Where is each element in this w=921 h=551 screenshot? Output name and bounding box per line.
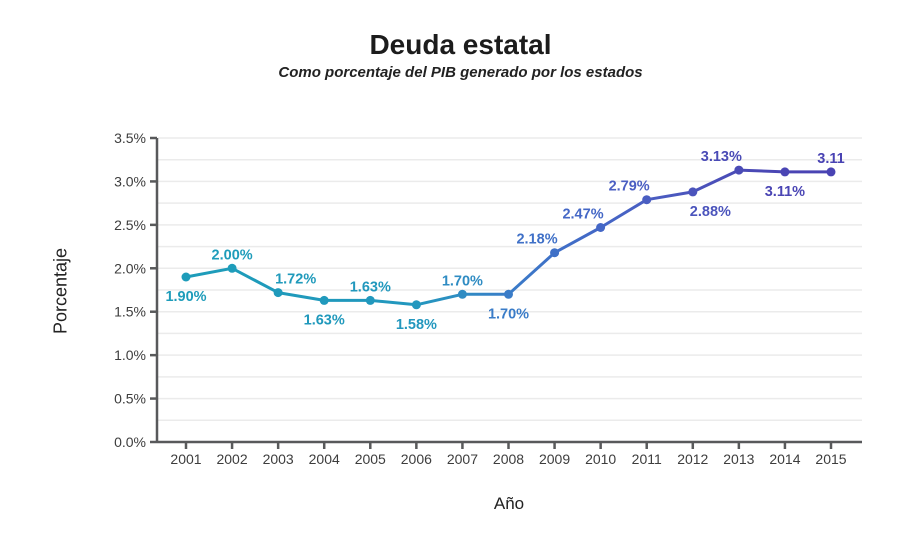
data-point xyxy=(596,223,606,232)
data-point xyxy=(365,295,375,305)
data-point xyxy=(273,288,283,298)
data-points-group xyxy=(181,165,836,310)
x-tick-label: 2006 xyxy=(401,451,432,467)
data-point-label: 3.11 xyxy=(817,151,844,167)
x-tick-label: 2011 xyxy=(632,451,662,467)
data-point-label: 3.13% xyxy=(701,149,742,165)
data-point xyxy=(319,295,329,305)
y-tick-label: 0.5% xyxy=(114,391,146,407)
x-ticks-group: 2001 2002 2003 2004 2005 2006 2007 2008 2009 2010… xyxy=(170,442,847,467)
data-point-label: 1.58% xyxy=(396,317,437,333)
data-point-label: 2.18% xyxy=(516,232,557,248)
chart-title: Deuda estatal xyxy=(369,29,552,60)
x-tick-label: 2010 xyxy=(585,451,616,467)
x-tick-label: 2009 xyxy=(539,451,570,467)
data-labels-group: 1.90% 2.00% 1.72% 1.63% 1.63% 1.58% 1.70% 1.70%… xyxy=(165,149,844,333)
data-point-label: 1.90% xyxy=(165,289,206,305)
data-point xyxy=(181,272,191,282)
x-tick-label: 2001 xyxy=(170,451,201,467)
data-point-label: 2.00% xyxy=(212,247,253,263)
data-point xyxy=(642,195,652,205)
x-axis-title: Año xyxy=(493,494,525,513)
y-axis-title: Porcentaje xyxy=(50,247,71,335)
data-point-label: 1.70% xyxy=(442,273,483,289)
x-tick-label: 2014 xyxy=(769,451,800,467)
data-point xyxy=(550,248,560,258)
data-point-label: 2.79% xyxy=(609,179,650,195)
data-point xyxy=(504,289,513,299)
x-tick-label: 2003 xyxy=(263,451,294,467)
chart-header: Deuda estatal Como porcentaje del PIB ge… xyxy=(0,29,921,81)
chart-subtitle: Como porcentaje del PIB generado por los… xyxy=(278,63,643,81)
x-tick-label: 2015 xyxy=(815,451,846,467)
data-point xyxy=(227,263,237,273)
data-point xyxy=(457,289,467,299)
x-tick-label: 2004 xyxy=(309,451,340,467)
y-tick-label: 2.0% xyxy=(114,260,146,276)
data-point-label: 2.47% xyxy=(562,207,603,223)
data-point-label: 2.88% xyxy=(690,204,731,220)
data-point-label: 1.63% xyxy=(304,312,345,328)
data-point xyxy=(688,187,698,197)
x-tick-label: 2007 xyxy=(447,451,478,467)
y-tick-label: 1.0% xyxy=(114,347,146,363)
x-tick-label: 2002 xyxy=(216,451,247,467)
x-tick-label: 2008 xyxy=(493,451,524,467)
data-point-label: 3.11% xyxy=(765,184,805,200)
data-point-label: 1.63% xyxy=(350,279,391,295)
data-point xyxy=(734,165,744,175)
y-tick-label: 1.5% xyxy=(114,304,146,320)
y-tick-label: 3.0% xyxy=(114,173,146,189)
data-point xyxy=(411,300,421,310)
y-ticks-group: 0.0% 0.5% 1.0% 1.5% 2.0% 2.5% 3.0% 3.5% xyxy=(114,130,157,450)
y-tick-label: 0.0% xyxy=(114,434,146,450)
gridlines-group xyxy=(158,137,862,422)
data-point-label: 1.70% xyxy=(488,306,529,322)
x-tick-label: 2013 xyxy=(723,451,754,467)
x-tick-label: 2005 xyxy=(355,451,386,467)
x-tick-label: 2012 xyxy=(677,451,708,467)
y-tick-label: 2.5% xyxy=(114,217,146,233)
data-point xyxy=(826,167,836,177)
data-point-label: 1.72% xyxy=(275,272,316,288)
y-tick-label: 3.5% xyxy=(114,130,146,146)
data-point xyxy=(780,167,790,177)
